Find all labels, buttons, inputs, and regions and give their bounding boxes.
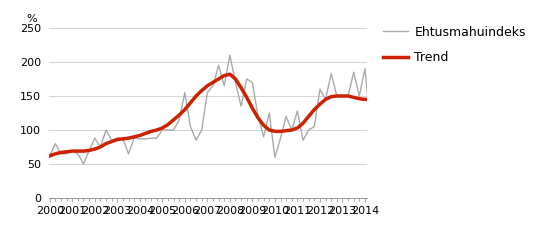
Trend: [103, 142, 109, 145]
Trend: [227, 73, 233, 76]
Text: %: %: [26, 14, 37, 24]
Ehtusmahuindeks: [137, 137, 143, 140]
Ehtusmahuindeks: [159, 129, 166, 131]
Trend: [142, 132, 149, 135]
Trend: [131, 135, 137, 138]
Ehtusmahuindeks: [227, 54, 233, 57]
Ehtusmahuindeks: [46, 154, 53, 157]
Ehtusmahuindeks: [165, 129, 171, 131]
Ehtusmahuindeks: [109, 139, 115, 142]
Ehtusmahuindeks: [148, 137, 154, 140]
Line: Trend: Trend: [50, 74, 382, 156]
Trend: [46, 154, 53, 157]
Trend: [260, 124, 267, 127]
Ehtusmahuindeks: [80, 163, 87, 165]
Trend: [379, 99, 385, 102]
Line: Ehtusmahuindeks: Ehtusmahuindeks: [50, 55, 382, 164]
Trend: [153, 129, 160, 131]
Trend: [159, 127, 166, 129]
Ehtusmahuindeks: [379, 98, 385, 101]
Legend: Ehtusmahuindeks, Trend: Ehtusmahuindeks, Trend: [383, 26, 526, 64]
Ehtusmahuindeks: [266, 112, 273, 114]
